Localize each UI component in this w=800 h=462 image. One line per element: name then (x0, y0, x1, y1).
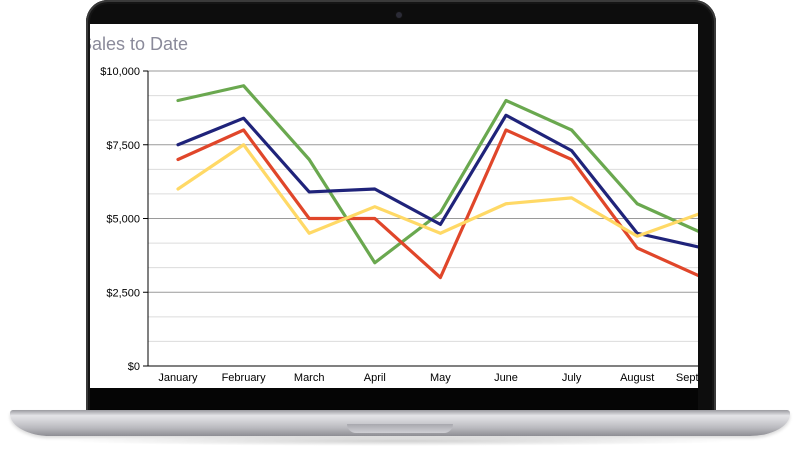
laptop-shadow (60, 436, 740, 446)
series-line-2 (176, 113, 698, 249)
laptop-base-lip (10, 410, 790, 416)
axis-layer (143, 70, 698, 367)
series-line-3 (176, 128, 698, 280)
y-tick-label: $10,000 (100, 66, 140, 78)
x-tick-label: September (676, 372, 698, 384)
y-tick-label: $0 (128, 361, 140, 373)
x-tick-label: June (494, 372, 518, 384)
series-line-4 (176, 143, 698, 238)
series-line-1 (176, 84, 698, 265)
x-tick-label: February (222, 372, 267, 384)
label-layer: $0 $2,500 $5,000 $7,500 $10,000 January Februa… (100, 66, 698, 384)
x-tick-label: August (620, 372, 654, 384)
x-tick-label: July (562, 372, 582, 384)
x-tick-label: January (158, 372, 198, 384)
camera-icon (396, 12, 402, 18)
series-layer (176, 84, 698, 280)
chart-title: Sales to Date (90, 34, 188, 54)
y-tick-label: $5,000 (106, 214, 140, 226)
x-tick-label: April (364, 372, 386, 384)
y-tick-label: $7,500 (106, 140, 140, 152)
x-tick-label: May (430, 372, 451, 384)
laptop-thumb-notch (347, 424, 453, 433)
laptop-screen: $0 $2,500 $5,000 $7,500 $10,000 January Februa… (90, 24, 698, 390)
x-tick-label: March (294, 372, 325, 384)
line-chart: $0 $2,500 $5,000 $7,500 $10,000 January Februa… (90, 34, 698, 384)
y-tick-label: $2,500 (106, 287, 140, 299)
